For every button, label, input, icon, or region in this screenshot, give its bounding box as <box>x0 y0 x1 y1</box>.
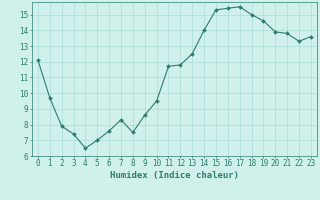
X-axis label: Humidex (Indice chaleur): Humidex (Indice chaleur) <box>110 171 239 180</box>
